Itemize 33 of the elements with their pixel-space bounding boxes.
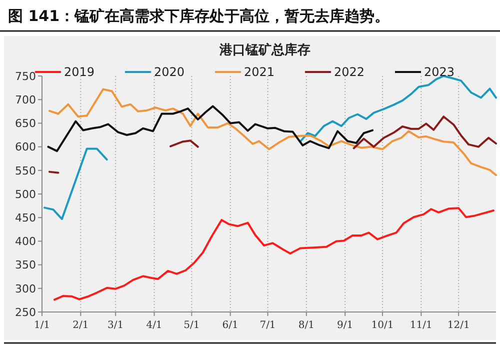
y-tick-label: 350 <box>15 258 36 272</box>
chart-subtitle: 港口锰矿总库存 <box>218 42 310 58</box>
x-tick-label: 4/1 <box>146 320 162 331</box>
legend-label: 2020 <box>154 65 185 80</box>
y-tick-label: 750 <box>15 70 36 83</box>
x-tick-label: 10/1 <box>371 320 394 331</box>
chart-title: 图 141：锰矿在高需求下库存处于高位，暂无去库趋势。 <box>8 7 390 25</box>
y-tick-label: 300 <box>15 282 36 296</box>
x-tick-label: 2/1 <box>72 320 89 331</box>
x-tick-label: 7/1 <box>260 320 276 331</box>
legend-label: 2021 <box>244 65 275 80</box>
x-tick-label: 8/1 <box>298 320 314 331</box>
y-tick-label: 600 <box>15 140 36 154</box>
y-tick-label: 550 <box>15 164 36 178</box>
x-tick-label: 9/1 <box>337 320 354 331</box>
y-tick-label: 700 <box>15 93 36 106</box>
x-tick-label: 12/1 <box>447 320 470 331</box>
y-tick-label: 400 <box>15 235 36 248</box>
legend-label: 2019 <box>64 65 95 80</box>
y-tick-label: 500 <box>15 188 36 201</box>
y-tick-label: 450 <box>15 211 36 224</box>
line-series <box>47 105 374 152</box>
x-tick-label: 11/1 <box>410 320 432 331</box>
legend-label: 2022 <box>334 65 365 80</box>
x-tick-label: 5/1 <box>184 320 200 331</box>
legend-label: 2023 <box>424 65 455 80</box>
x-tick-label: 6/1 <box>222 320 238 331</box>
x-tick-label: 3/1 <box>108 320 124 331</box>
line-series <box>53 207 495 301</box>
line-series <box>48 88 497 176</box>
y-tick-label: 650 <box>15 117 36 130</box>
y-tick-label: 250 <box>15 306 36 319</box>
x-tick-label: 1/1 <box>34 320 50 331</box>
